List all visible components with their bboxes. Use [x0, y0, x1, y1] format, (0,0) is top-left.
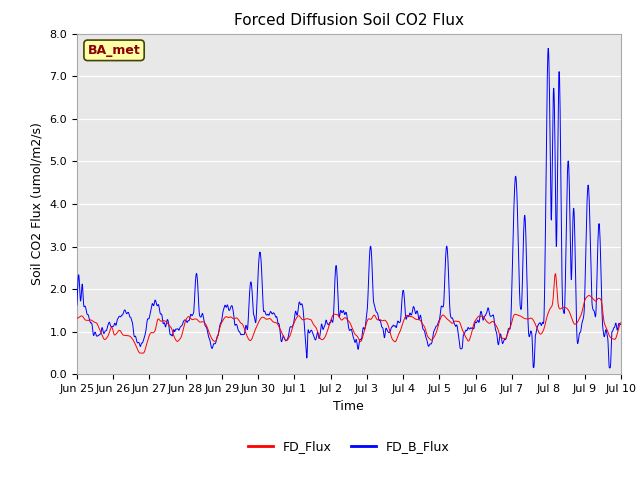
Y-axis label: Soil CO2 Flux (umol/m2/s): Soil CO2 Flux (umol/m2/s): [31, 122, 44, 286]
Title: Forced Diffusion Soil CO2 Flux: Forced Diffusion Soil CO2 Flux: [234, 13, 464, 28]
Text: BA_met: BA_met: [88, 44, 140, 57]
Legend: FD_Flux, FD_B_Flux: FD_Flux, FD_B_Flux: [243, 435, 454, 458]
X-axis label: Time: Time: [333, 400, 364, 413]
